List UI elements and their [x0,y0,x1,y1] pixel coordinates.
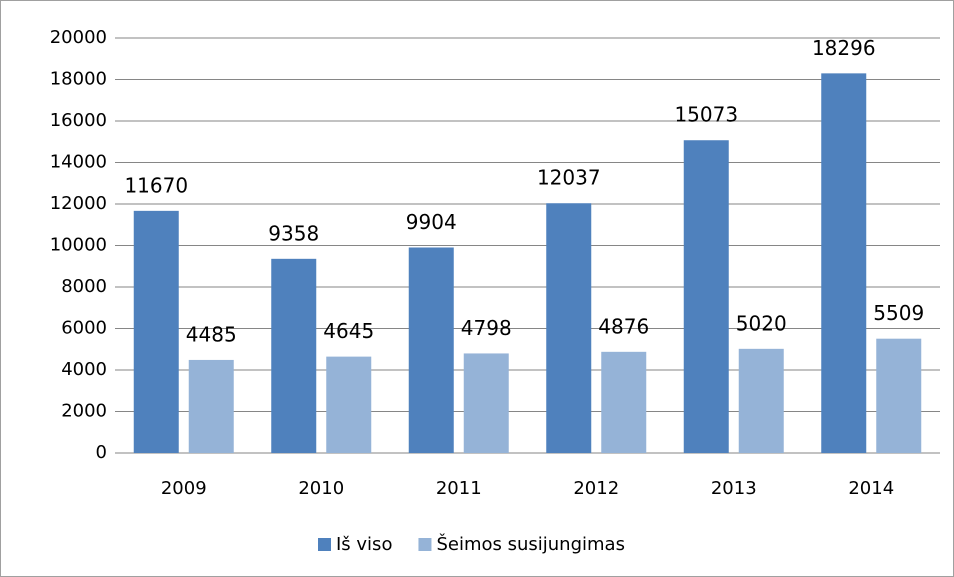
legend-swatch [318,538,331,551]
y-tick-label: 12000 [50,193,107,214]
bar [408,247,454,453]
y-tick-label: 6000 [61,318,107,339]
y-tick-label: 10000 [50,235,107,256]
x-tick-label: 2012 [573,478,619,499]
data-label: 15073 [674,103,738,127]
x-tick-label: 2009 [161,478,207,499]
y-tick-label: 20000 [50,27,107,48]
legend-label: Iš viso [336,534,392,555]
bar [271,258,317,453]
x-tick-label: 2010 [298,478,344,499]
bar [463,353,509,453]
bar [133,210,179,453]
data-label: 12037 [537,166,601,190]
data-label: 9904 [406,210,457,234]
x-tick-label: 2014 [848,478,894,499]
bar [683,140,729,454]
y-tick-label: 8000 [61,276,107,297]
data-label: 4485 [186,322,237,346]
x-tick-label: 2013 [711,478,757,499]
data-label: 4876 [598,314,649,338]
data-label: 4798 [461,316,512,340]
legend-swatch [418,538,432,551]
x-tick-label: 2011 [436,478,482,499]
bar [821,73,867,453]
data-label: 5020 [736,311,787,335]
bar [601,351,647,453]
data-label: 9358 [268,221,319,245]
data-label: 5509 [873,301,924,325]
data-label: 4645 [323,319,374,343]
y-tick-label: 16000 [50,110,107,131]
y-tick-label: 4000 [61,359,107,380]
bar [188,359,234,453]
y-tick-label: 18000 [50,69,107,90]
y-tick-label: 14000 [50,152,107,173]
data-label: 18296 [812,36,876,60]
data-label: 11670 [124,173,188,197]
bar [546,203,592,453]
y-tick-label: 2000 [61,401,107,422]
y-tick-label: 0 [96,442,107,463]
bar [876,338,922,453]
bar [326,356,372,453]
legend-label: Šeimos susijungimas [436,533,625,555]
bar [738,348,784,453]
